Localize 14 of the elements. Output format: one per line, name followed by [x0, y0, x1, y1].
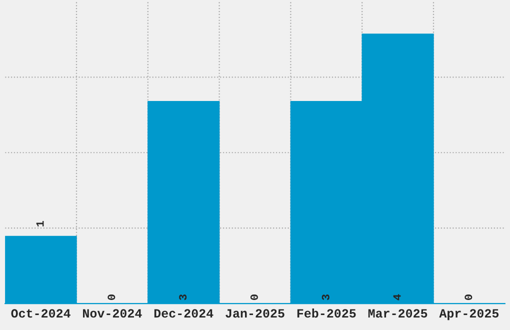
- x-tick-label: Mar-2025: [368, 309, 428, 318]
- data-label: 4: [393, 294, 401, 300]
- data-label: 1: [36, 220, 44, 226]
- x-tick-label: Apr-2025: [439, 309, 499, 320]
- x-tick-label: Dec-2024: [154, 309, 214, 318]
- x-tick-label: Nov-2024: [83, 309, 142, 318]
- data-label: 3: [322, 294, 330, 300]
- x-tick-label: Jan-2025: [226, 309, 284, 318]
- data-label: 0: [464, 294, 472, 300]
- data-label: 0: [108, 294, 116, 300]
- x-tick-label: Oct-2024: [11, 309, 70, 318]
- data-label: 0: [250, 294, 258, 300]
- x-tick-label: Feb-2025: [297, 308, 356, 318]
- data-label: 3: [179, 294, 187, 300]
